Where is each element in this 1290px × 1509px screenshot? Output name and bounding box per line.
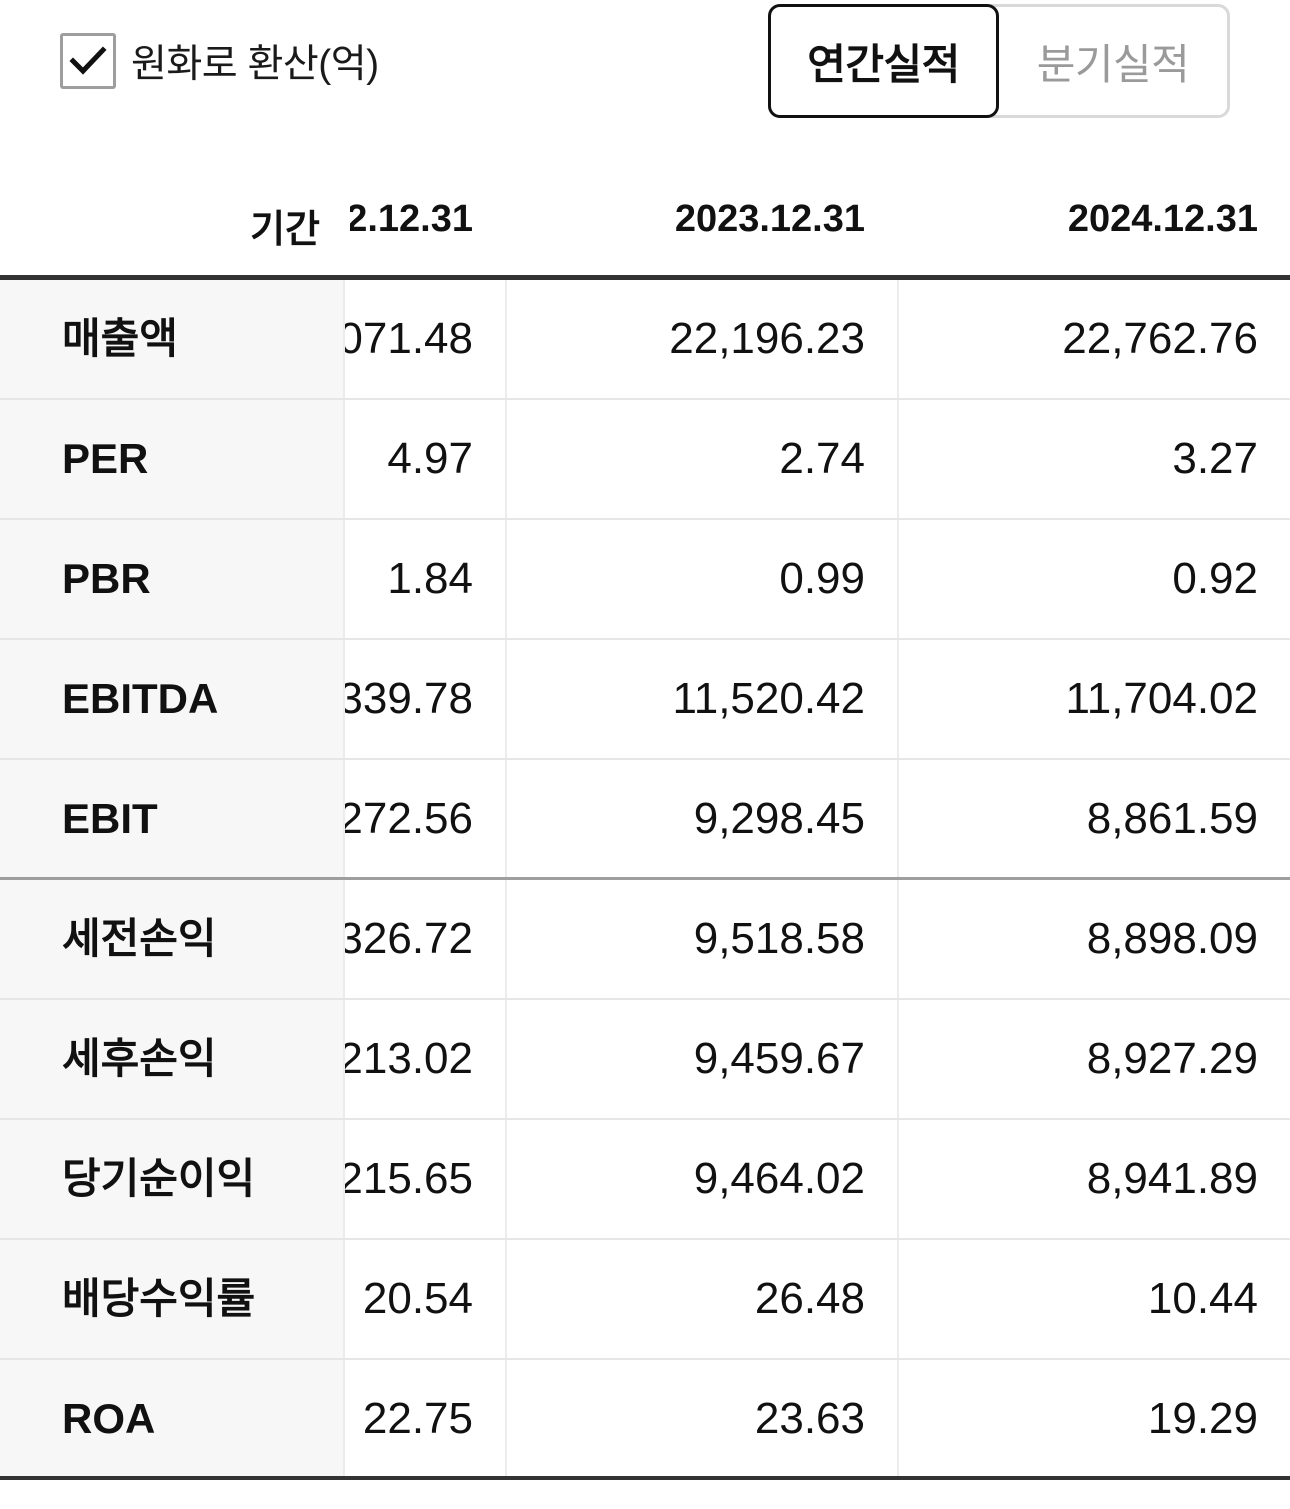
row-label-cell: EBIT (0, 760, 345, 877)
value-cell: 8,213.02 (345, 1034, 473, 1083)
row-label-cell: PER (0, 400, 345, 518)
row-label: 매출액 (62, 315, 178, 362)
row-label-cell: 세후손익 (0, 1000, 345, 1118)
value-cell: 10.44 (1147, 1274, 1258, 1323)
column-divider (505, 1120, 507, 1238)
table-row: 당기순이익 8,215.65 9,464.02 8,941.89 (0, 1120, 1290, 1240)
row-label-cell: 배당수익률 (0, 1240, 345, 1358)
table-row: PBR 1.84 0.99 0.92 (0, 520, 1290, 640)
table-row: 세후손익 8,213.02 9,459.67 8,927.29 (0, 1000, 1290, 1120)
column-divider (505, 760, 507, 877)
value-cell: 2.74 (779, 434, 865, 483)
value-cell: 9,518.58 (693, 914, 865, 963)
column-divider (505, 520, 507, 638)
value-cell: 8,215.65 (345, 1154, 473, 1203)
row-label-cell: 당기순이익 (0, 1120, 345, 1238)
tab-annual[interactable]: 연간실적 (768, 4, 999, 118)
value-cell: 0.99 (779, 554, 865, 603)
convert-checkbox[interactable] (60, 33, 116, 89)
row-label: PBR (62, 555, 151, 602)
table-body: 매출액 21,071.48 22,196.23 22,762.76 PER 4.97 2.7… (0, 280, 1290, 1480)
value-cell: 1.84 (387, 554, 473, 603)
row-label-cell: ROA (0, 1360, 345, 1476)
value-cell: 19.29 (1147, 1394, 1258, 1443)
row-label: EBITDA (62, 675, 219, 722)
value-cell: 8,326.72 (345, 914, 473, 963)
table-row: EBITDA 10,339.78 11,520.42 11,704.02 (0, 640, 1290, 760)
convert-label: 원화로 환산(억) (131, 43, 379, 86)
value-cell: 0.92 (1172, 554, 1258, 603)
value-cell: 22,762.76 (1062, 314, 1258, 363)
row-label: 배당수익률 (62, 1275, 256, 1322)
column-divider (897, 880, 899, 998)
value-cell: 21,071.48 (345, 314, 473, 363)
column-divider (505, 1360, 507, 1476)
value-cell: 8,927.29 (1086, 1034, 1258, 1083)
value-cell: 3.27 (1172, 434, 1258, 483)
table-row: 매출액 21,071.48 22,196.23 22,762.76 (0, 280, 1290, 400)
value-cell: 20.54 (362, 1274, 473, 1323)
value-cell: 8,861.59 (1086, 794, 1258, 843)
convert-to-krw-toggle[interactable]: 원화로 환산(억) (60, 30, 379, 92)
value-cell: 8,898.09 (1086, 914, 1258, 963)
column-divider (505, 400, 507, 518)
row-label: 세전손익 (62, 915, 217, 962)
row-label-cell: 세전손익 (0, 880, 345, 998)
table-header: 기간 2022.12.31 2023.12.31 2024.12.31 (0, 180, 1290, 280)
column-divider (897, 400, 899, 518)
value-cell: 11,520.42 (672, 674, 865, 723)
table-row: 배당수익률 20.54 26.48 10.44 (0, 1240, 1290, 1360)
table-row: PER 4.97 2.74 3.27 (0, 400, 1290, 520)
checkmark-icon (69, 46, 107, 75)
column-divider (897, 1360, 899, 1476)
row-label: EBIT (62, 795, 158, 842)
row-label-cell: 매출액 (0, 280, 345, 398)
column-divider (897, 640, 899, 758)
column-divider (505, 280, 507, 398)
row-label-cell: PBR (0, 520, 345, 638)
column-header-2022: 2022.12.31 (350, 198, 473, 240)
row-label: ROA (62, 1395, 156, 1442)
column-divider (897, 1120, 899, 1238)
column-divider (897, 520, 899, 638)
value-cell: 8,272.56 (345, 794, 473, 843)
value-cell: 26.48 (754, 1274, 865, 1323)
value-cell: 9,298.45 (693, 794, 865, 843)
table-row: EBIT 8,272.56 9,298.45 8,861.59 (0, 760, 1290, 880)
value-cell: 8,941.89 (1086, 1154, 1258, 1203)
period-header: 기간 (250, 209, 320, 251)
table-row: 세전손익 8,326.72 9,518.58 8,898.09 (0, 880, 1290, 1000)
value-cell: 10,339.78 (345, 674, 473, 723)
financial-table: 기간 2022.12.31 2023.12.31 2024.12.31 매출액 2… (0, 180, 1290, 1480)
value-cell: 9,459.67 (693, 1034, 865, 1083)
column-divider (505, 1000, 507, 1118)
value-cell: 22.75 (362, 1394, 473, 1443)
tab-quarterly[interactable]: 분기실적 (1036, 40, 1190, 88)
row-label: PER (62, 435, 149, 482)
row-label-cell: EBITDA (0, 640, 345, 758)
column-divider (897, 1240, 899, 1358)
column-divider (505, 880, 507, 998)
column-divider (897, 1000, 899, 1118)
period-segmented-control: 연간실적 분기실적 (768, 4, 1230, 118)
column-divider (505, 1240, 507, 1358)
value-cell: 22,196.23 (669, 314, 865, 363)
value-cell: 9,464.02 (693, 1154, 865, 1203)
column-header-2024: 2024.12.31 (1067, 198, 1258, 240)
row-label: 당기순이익 (62, 1155, 256, 1202)
table-row: ROA 22.75 23.63 19.29 (0, 1360, 1290, 1480)
column-divider (505, 640, 507, 758)
column-divider (897, 760, 899, 877)
value-cell: 23.63 (754, 1394, 865, 1443)
value-cell: 11,704.02 (1065, 674, 1258, 723)
value-cell: 4.97 (387, 434, 473, 483)
column-header-2023: 2023.12.31 (674, 198, 865, 240)
row-label: 세후손익 (62, 1035, 217, 1082)
column-divider (897, 280, 899, 398)
